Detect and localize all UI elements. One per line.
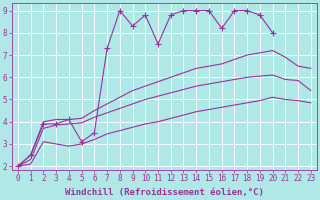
X-axis label: Windchill (Refroidissement éolien,°C): Windchill (Refroidissement éolien,°C) — [65, 188, 264, 197]
